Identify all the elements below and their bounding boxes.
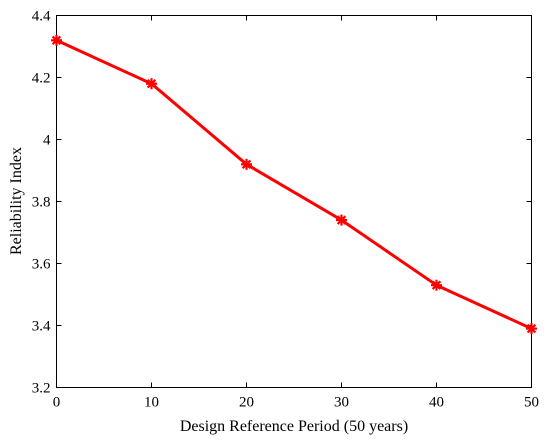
series-group	[51, 34, 537, 335]
y-tick-label: 3.2	[32, 381, 51, 397]
y-tick-label: 3.6	[32, 257, 51, 273]
x-tick-labels: 0 10 20 30 40 50	[53, 395, 539, 411]
data-point-marker	[431, 279, 442, 291]
x-tick-label: 40	[429, 395, 444, 411]
x-tick-label: 10	[144, 395, 159, 411]
series-line	[55, 38, 533, 330]
y-tick-label: 4.2	[32, 71, 51, 87]
data-point-marker	[526, 323, 537, 335]
y-axis-title: Reliability Index	[8, 147, 25, 255]
data-point-marker	[51, 34, 62, 46]
x-tick-label: 20	[239, 395, 254, 411]
data-point-marker	[336, 214, 347, 226]
y-tick-label: 3.8	[32, 195, 51, 211]
x-axis-title: Design Reference Period (50 years)	[180, 418, 408, 435]
y-tick-labels: 3.2 3.4 3.6 3.8 4 4.2 4.4	[32, 9, 51, 397]
x-tick-label: 50	[524, 395, 539, 411]
y-tick-label: 4	[43, 133, 51, 149]
y-tick-label: 4.4	[32, 9, 51, 25]
axis-ticks	[56, 15, 532, 388]
y-tick-label: 3.4	[32, 319, 51, 335]
data-point-marker	[241, 158, 252, 170]
x-tick-label: 30	[334, 395, 349, 411]
x-tick-label: 0	[53, 395, 61, 411]
data-point-marker	[146, 78, 157, 90]
